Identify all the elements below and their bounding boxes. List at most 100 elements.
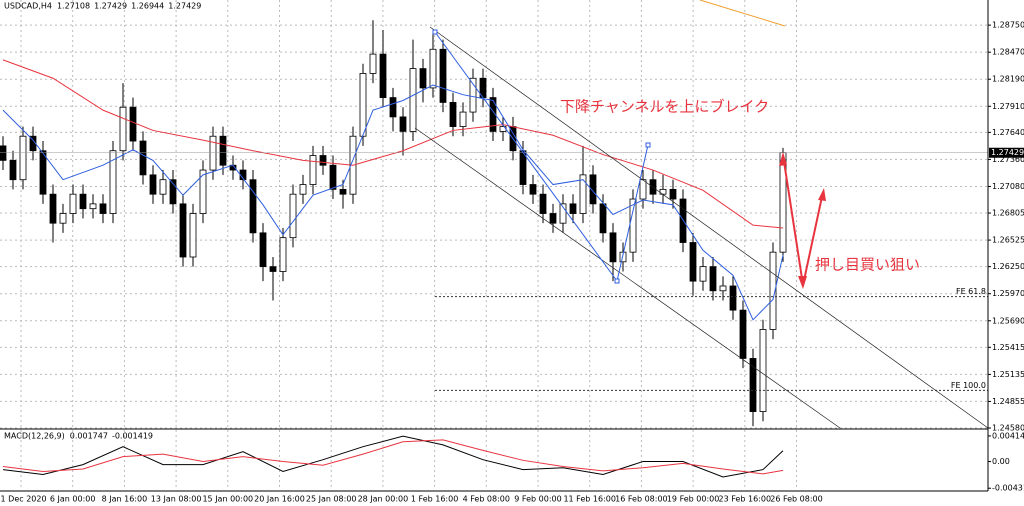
candle-body	[749, 358, 757, 412]
candle-body	[59, 213, 67, 224]
x-tick-label: 19 Feb 00:00	[667, 495, 719, 504]
x-tick-label: 4 Feb 08:00	[463, 495, 510, 504]
candle-body	[299, 184, 307, 195]
current-price-label: 1.27429	[991, 148, 1024, 157]
channel-upper	[429, 26, 989, 429]
candle-body	[719, 285, 727, 292]
candle-body	[689, 242, 697, 282]
x-tick-label: 15 Jan 00:00	[202, 495, 253, 504]
candle-body	[339, 188, 347, 195]
candle-body	[109, 150, 117, 214]
candle-body	[419, 68, 427, 89]
x-tick-label: 16 Feb 08:00	[615, 495, 667, 504]
candle-body	[409, 68, 417, 132]
candle-body	[259, 232, 267, 268]
x-tick-label: 11 Feb 16:00	[563, 495, 615, 504]
candle-body	[149, 174, 157, 195]
candle-body	[439, 48, 447, 103]
candle-body	[119, 106, 127, 152]
candle-body	[519, 150, 527, 185]
x-tick-label: 9 Feb 00:00	[514, 495, 561, 504]
y-tick-label: 1.24855	[992, 397, 1024, 406]
candle-body	[89, 203, 97, 210]
candle-body	[429, 48, 437, 89]
indicator-line	[2, 439, 784, 475]
candle-body	[189, 213, 197, 258]
candle-body	[769, 251, 777, 330]
x-tick-label: 28 Jan 00:00	[358, 495, 409, 504]
y-tick-label: 1.26805	[992, 209, 1024, 218]
y-tick-label: 1.25690	[992, 316, 1024, 325]
candle-body	[309, 155, 317, 185]
candle-body	[659, 188, 667, 195]
y-tick-label: 1.28750	[992, 21, 1024, 30]
y-tick-label: -0.004313	[992, 484, 1024, 493]
candle-body	[609, 232, 617, 263]
candle-body	[359, 73, 367, 137]
indicator-line	[2, 59, 784, 229]
candle-body	[19, 135, 27, 181]
candle-body	[9, 159, 17, 181]
channel-lower	[414, 127, 841, 429]
ma-line-top	[699, 0, 786, 27]
candle-body	[629, 198, 637, 253]
zigzag-point	[432, 29, 438, 35]
candle-body	[289, 193, 297, 239]
header-value: -0.001419	[112, 432, 153, 441]
drawing-objects	[0, 0, 989, 492]
candle-body	[159, 179, 167, 195]
candle-body	[129, 106, 137, 142]
arrow-head	[779, 152, 787, 166]
candle-body	[539, 193, 547, 214]
candle-body	[619, 251, 627, 263]
annotation-breakout: 下降チャンネルを上にブレイク	[560, 98, 769, 116]
y-tick-label: 1.25970	[992, 289, 1024, 298]
y-tick-label: 1.28470	[992, 48, 1024, 57]
y-tick-label: 1.27640	[992, 128, 1024, 137]
candle-body	[39, 150, 47, 195]
indicator-line	[2, 435, 784, 478]
candle-body	[759, 329, 767, 412]
candle-body	[529, 184, 537, 195]
candle-body	[0, 145, 7, 161]
y-tick-label: 1.24580	[992, 424, 1024, 433]
candle-body	[79, 193, 87, 210]
candle-body	[279, 237, 287, 272]
candle-body	[699, 266, 707, 282]
arrow-head	[818, 188, 826, 201]
candle-body	[669, 188, 677, 200]
x-tick-label: 31 Dec 2020	[0, 495, 47, 504]
y-tick-label: 1.25135	[992, 370, 1024, 379]
y-tick-label: 0.00414	[992, 431, 1024, 440]
x-tick-label: 26 Feb 08:00	[770, 495, 822, 504]
candle-body	[559, 203, 567, 224]
candle-body	[49, 193, 57, 224]
current-price-box	[989, 147, 1024, 158]
arrow-head	[798, 276, 807, 289]
header-value: 1.27429	[94, 2, 127, 11]
candle-body	[379, 53, 387, 98]
macd-title: MACD(12,26,9)	[4, 432, 65, 441]
candle-body	[179, 203, 187, 258]
symbol-title: USDCAD,H4	[4, 2, 52, 11]
x-tick-label: 6 Jan 00:00	[50, 495, 96, 504]
y-tick-label: 1.25415	[992, 343, 1024, 352]
y-tick-label: 1.27360	[992, 155, 1024, 164]
x-tick-label: 20 Jan 16:00	[254, 495, 305, 504]
fib-level-label: FE 100.0	[951, 381, 986, 390]
y-tick-label: 1.27910	[992, 102, 1024, 111]
annotation-buy: 押し目買い狙い	[815, 256, 920, 274]
y-tick-label: 1.26525	[992, 236, 1024, 245]
candle-body	[729, 285, 737, 311]
candle-body	[599, 203, 607, 234]
candle-body	[589, 174, 597, 205]
header-value: 1.26944	[131, 2, 164, 11]
candle-body	[139, 140, 147, 176]
candle-body	[469, 77, 477, 113]
y-tick-label: 1.26250	[992, 262, 1024, 271]
x-tick-label: 8 Jan 16:00	[102, 495, 148, 504]
header-value: 1.27108	[57, 2, 90, 11]
candle-body	[69, 193, 77, 214]
indicator-line	[2, 84, 784, 321]
